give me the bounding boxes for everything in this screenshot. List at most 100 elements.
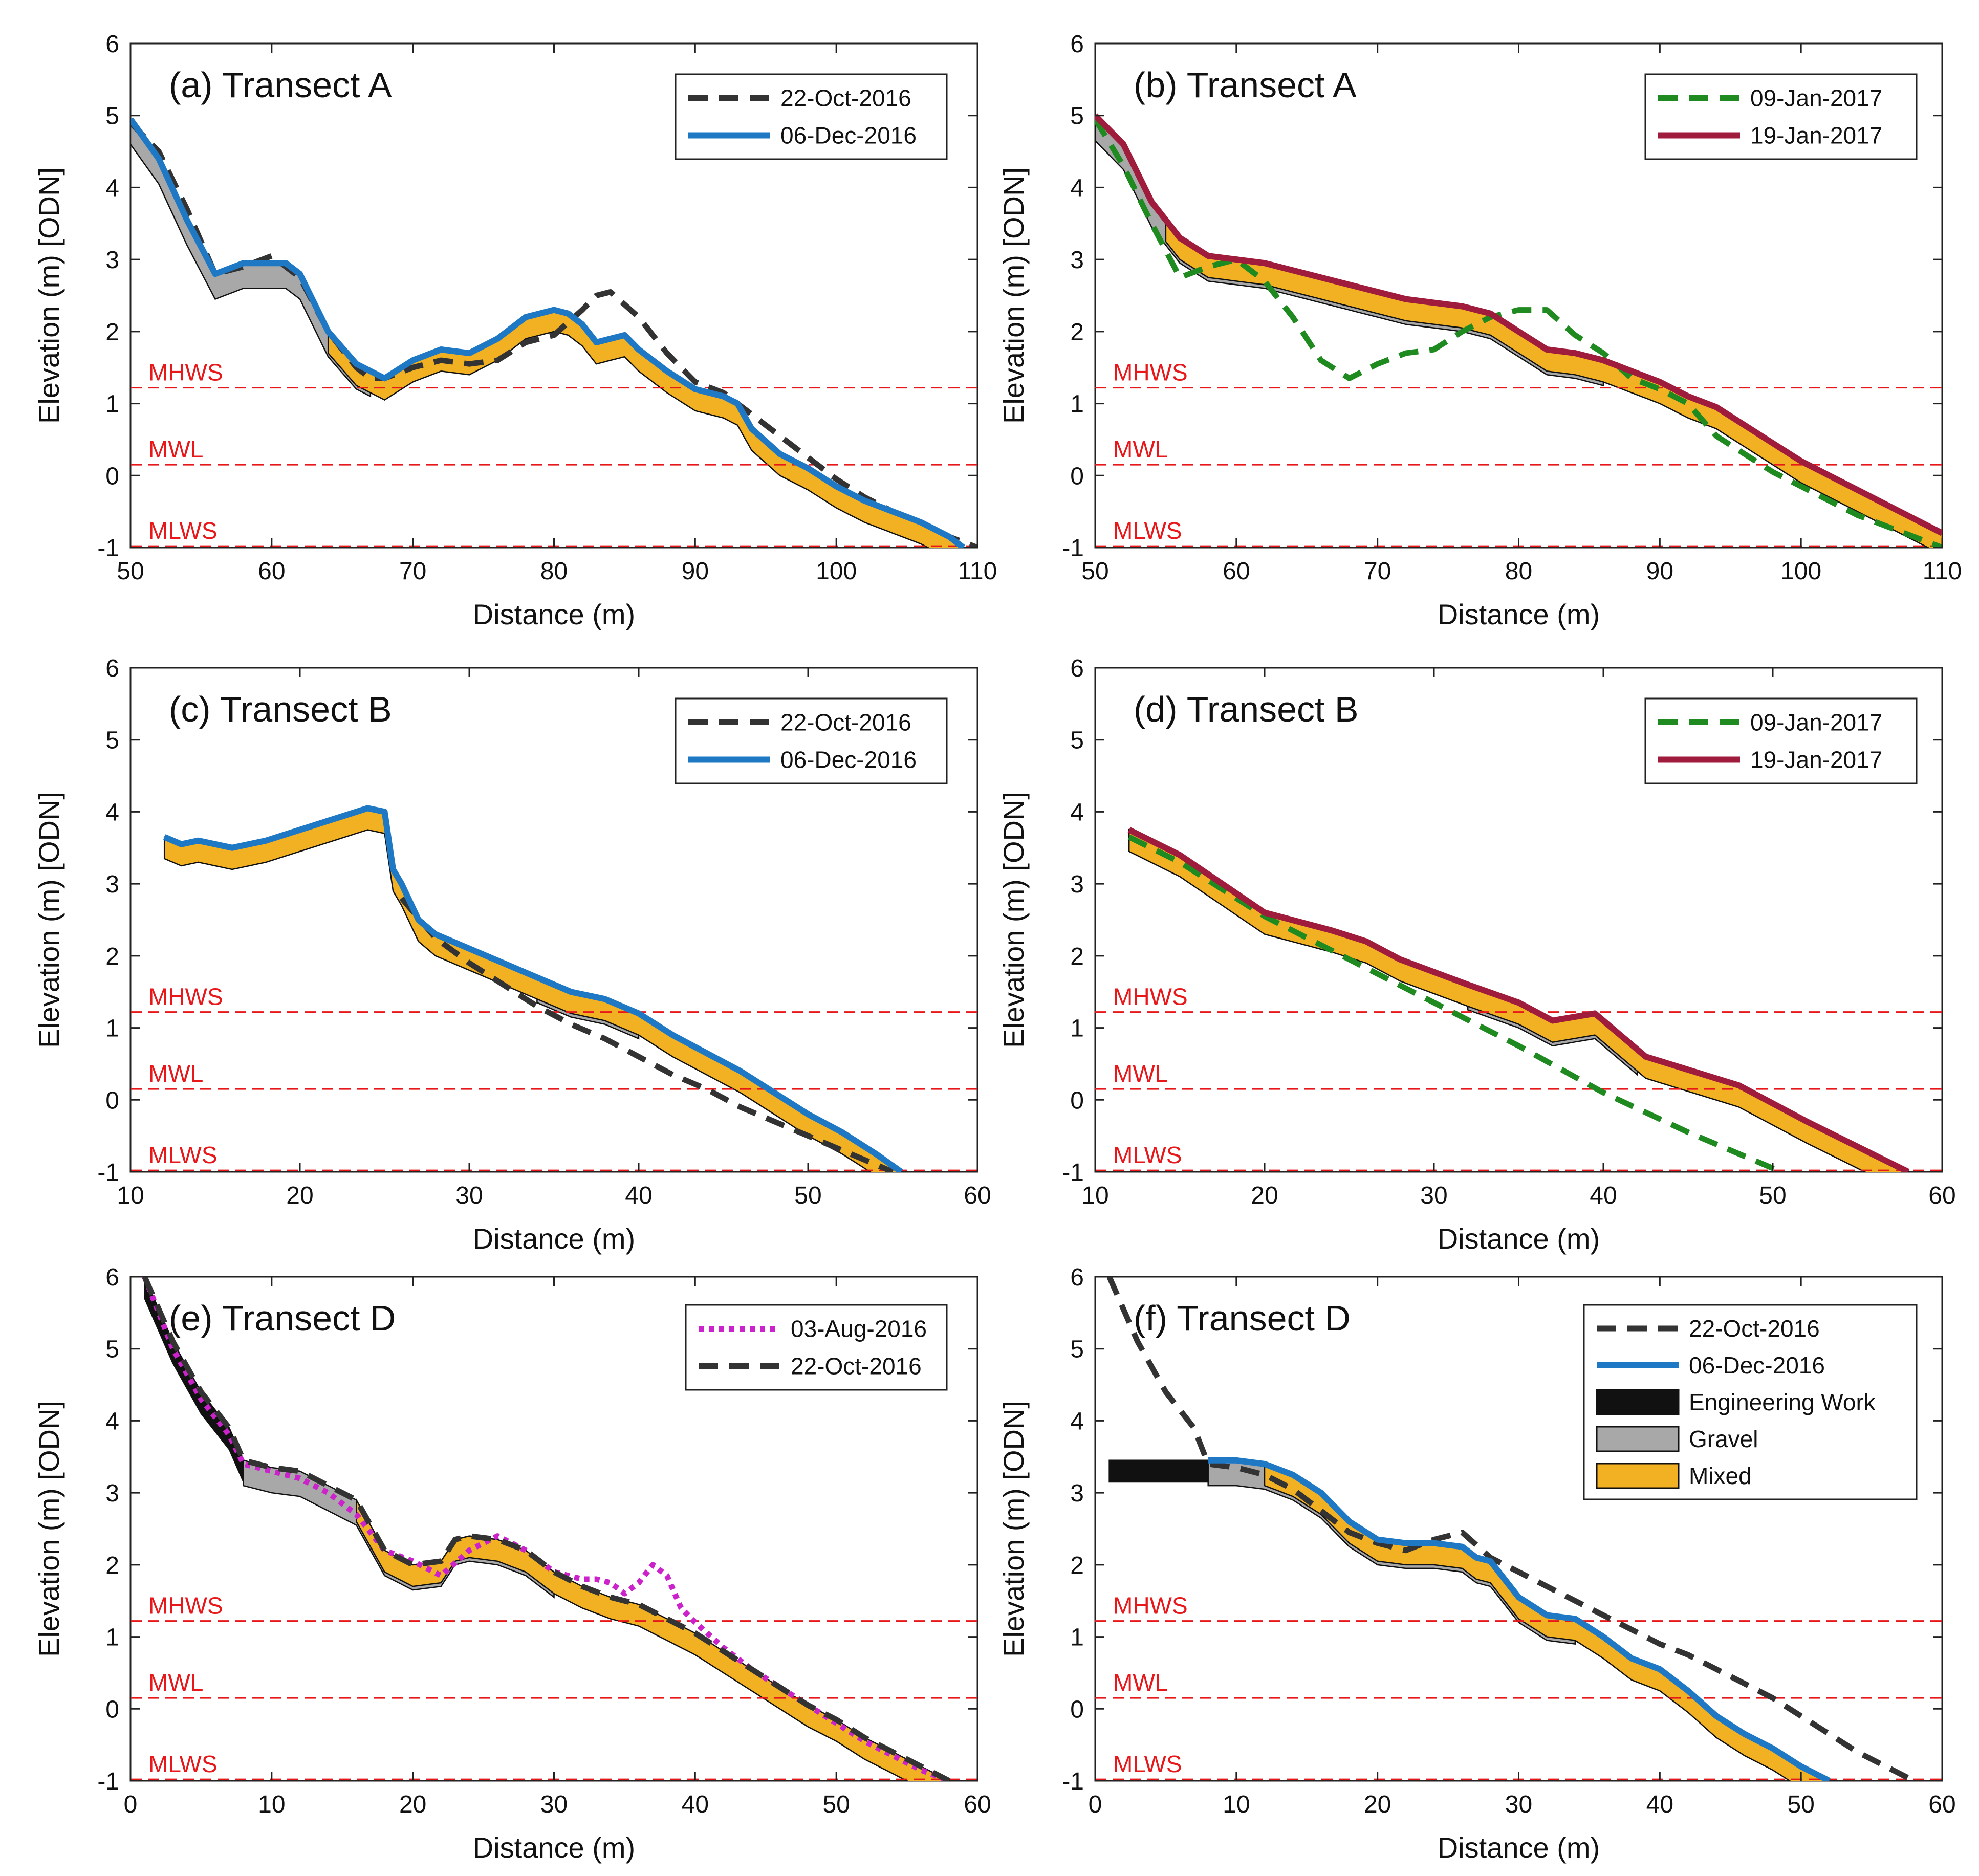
- x-tick-label: 80: [1505, 558, 1532, 585]
- y-tick-label: 6: [1070, 655, 1084, 682]
- legend: 09-Jan-2017 19-Jan-2017: [1644, 73, 1918, 160]
- y-tick-label: -1: [97, 1768, 119, 1795]
- series-line-19-Jan-2017: [1095, 113, 1942, 536]
- series-line-22-Oct-2016: [142, 1277, 951, 1781]
- series-line-03-Aug-2016: [142, 1277, 950, 1781]
- x-tick-label: 40: [1590, 1182, 1617, 1209]
- legend-label: 22-Oct-2016: [791, 1353, 922, 1380]
- y-tick-label: 1: [105, 391, 119, 418]
- panel-title: (b) Transect A: [1134, 65, 1357, 105]
- tide-label-mlws: MLWS: [148, 517, 218, 544]
- y-tick-label: 2: [1070, 943, 1084, 970]
- x-tick-label: 50: [117, 558, 144, 585]
- legend-label: 06-Dec-2016: [780, 747, 917, 773]
- y-tick-label: 5: [105, 727, 119, 754]
- x-tick-label: 40: [682, 1791, 709, 1818]
- plot-area: [131, 117, 977, 548]
- x-tick-label: 60: [258, 558, 285, 585]
- legend-label: 22-Oct-2016: [780, 709, 911, 736]
- legend-label: Engineering Work: [1689, 1389, 1876, 1415]
- tide-label-mhws: MHWS: [148, 359, 223, 386]
- legend-box: [675, 73, 948, 160]
- x-tick-label: 40: [1646, 1791, 1673, 1818]
- x-tick-label: 50: [822, 1791, 850, 1818]
- x-tick-label: 20: [1251, 1182, 1278, 1209]
- legend-swatch: [1596, 1389, 1680, 1415]
- y-tick-label: 1: [105, 1015, 119, 1042]
- y-tick-label: 6: [1070, 1264, 1084, 1291]
- y-tick-label: -1: [1062, 1768, 1084, 1795]
- plot-area: [1095, 827, 1942, 1172]
- y-tick-label: -1: [1062, 1159, 1084, 1186]
- y-tick-label: 6: [105, 31, 119, 58]
- x-tick-label: 30: [1505, 1791, 1532, 1818]
- tide-label-mlws: MLWS: [1113, 1142, 1182, 1168]
- x-tick-label: 60: [1223, 558, 1250, 585]
- x-tick-label: 10: [117, 1182, 144, 1209]
- x-tick-label: 20: [1364, 1791, 1391, 1818]
- y-tick-label: 5: [1070, 727, 1084, 754]
- x-tick-label: 10: [1223, 1791, 1250, 1818]
- tide-label-mlws: MLWS: [148, 1142, 218, 1168]
- y-tick-label: 5: [1070, 1336, 1084, 1363]
- legend-swatch: [1596, 1426, 1680, 1452]
- y-tick-label: 5: [105, 1336, 119, 1363]
- y-tick-label: 2: [105, 943, 119, 970]
- y-tick-label: 3: [105, 247, 119, 274]
- x-tick-label: 10: [1081, 1182, 1108, 1209]
- legend-label: 19-Jan-2017: [1750, 747, 1882, 773]
- tide-label-mlws: MLWS: [148, 1751, 218, 1777]
- y-tick-label: 5: [1070, 103, 1084, 130]
- x-tick-label: 20: [399, 1791, 426, 1818]
- y-tick-label: 6: [105, 1264, 119, 1291]
- y-tick-label: -1: [1062, 535, 1084, 562]
- y-tick-label: -1: [97, 1159, 119, 1186]
- y-tick-label: 3: [1070, 247, 1084, 274]
- legend-label: 09-Jan-2017: [1750, 709, 1882, 736]
- legend-label: 06-Dec-2016: [780, 122, 917, 149]
- y-tick-label: 3: [1070, 1480, 1084, 1507]
- tide-label-mwl: MWL: [148, 1060, 203, 1087]
- y-tick-label: 3: [105, 871, 119, 898]
- y-tick-label: 4: [1070, 1408, 1084, 1435]
- y-tick-label: 0: [105, 463, 119, 490]
- x-tick-label: 50: [1081, 558, 1108, 585]
- tide-label-mwl: MWL: [1113, 1060, 1168, 1087]
- tide-label-mhws: MHWS: [1113, 1593, 1188, 1619]
- legend-box: [1644, 697, 1918, 784]
- y-tick-label: 0: [1070, 1696, 1084, 1723]
- x-tick-label: 0: [1089, 1791, 1102, 1818]
- legend-box: [1644, 73, 1918, 160]
- legend: 22-Oct-2016 06-Dec-2016 Engineering Work Gr…: [1583, 1304, 1918, 1500]
- legend-swatch: [1596, 1463, 1680, 1489]
- series-line-06-Dec-2016: [163, 805, 903, 1172]
- x-axis-label: Distance (m): [473, 1223, 635, 1255]
- x-tick-label: 50: [794, 1182, 821, 1209]
- plot-area: [131, 805, 977, 1172]
- x-tick-label: 50: [1759, 1182, 1786, 1209]
- series-line-19-Jan-2017: [1127, 827, 1910, 1172]
- tide-label-mwl: MWL: [148, 436, 203, 463]
- y-tick-label: 1: [1070, 391, 1084, 418]
- x-tick-label: 80: [540, 558, 568, 585]
- y-axis-label: Elevation (m) [ODN]: [33, 167, 65, 424]
- panel-title: (a) Transect A: [169, 65, 392, 105]
- y-tick-label: 2: [1070, 1552, 1084, 1579]
- x-tick-label: 90: [682, 558, 709, 585]
- x-tick-label: 110: [1923, 558, 1962, 585]
- legend: 22-Oct-2016 06-Dec-2016: [675, 697, 948, 784]
- y-axis-label: Elevation (m) [ODN]: [997, 1401, 1030, 1657]
- x-tick-label: 60: [964, 1182, 991, 1209]
- x-tick-label: 100: [816, 558, 857, 585]
- y-tick-label: 6: [105, 655, 119, 682]
- legend-label: Gravel: [1689, 1426, 1758, 1452]
- y-tick-label: 4: [1070, 799, 1084, 826]
- tide-label-mwl: MWL: [148, 1669, 203, 1696]
- x-tick-label: 30: [540, 1791, 568, 1818]
